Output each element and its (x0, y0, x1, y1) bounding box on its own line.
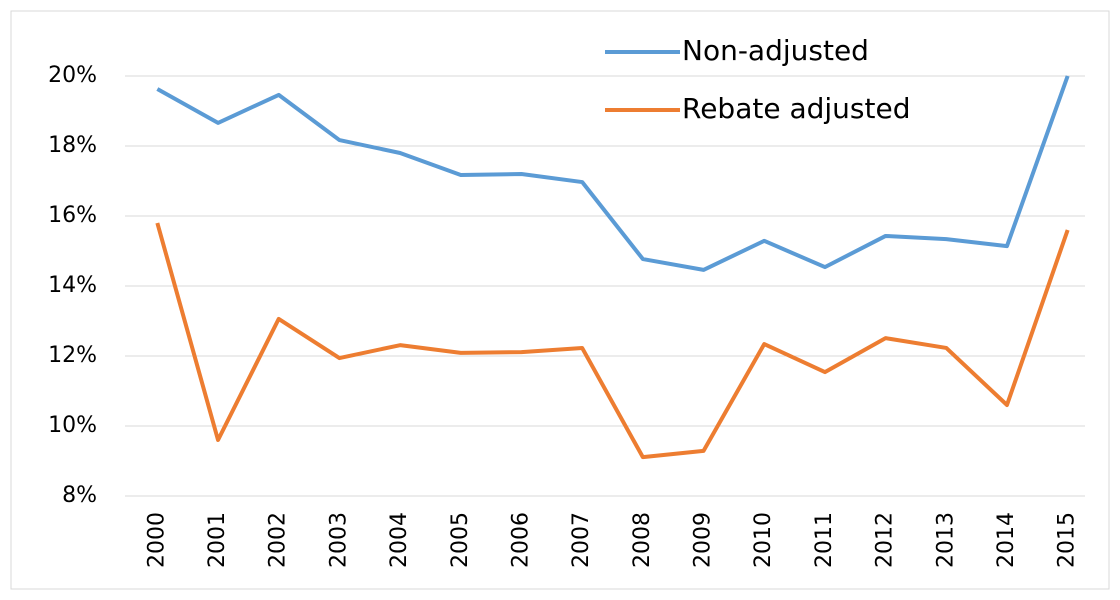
y-tick-label: 14% (48, 273, 97, 298)
x-tick-label: 2007 (569, 512, 594, 568)
y-tick-label: 20% (48, 63, 97, 88)
x-tick-label: 2005 (448, 512, 473, 568)
x-tick-label: 2003 (326, 512, 351, 568)
legend: Non-adjusted Rebate adjusted (605, 34, 910, 125)
y-tick-label: 12% (48, 343, 97, 368)
x-tick-label: 2009 (691, 512, 716, 568)
x-tick-label: 2008 (630, 512, 655, 568)
series-line (155, 222, 1070, 460)
x-tick-label: 2010 (751, 512, 776, 568)
x-tick-label: 2000 (144, 512, 169, 568)
y-tick-label: 10% (48, 413, 97, 438)
x-tick-label: 2004 (387, 512, 412, 568)
x-tick-label: 2001 (205, 512, 230, 568)
x-tick-label: 2012 (873, 512, 898, 568)
x-tick-label: 2011 (812, 512, 837, 568)
series-line (156, 75, 1070, 272)
x-tick-label: 2015 (1055, 512, 1080, 568)
y-tick-label: 8% (62, 483, 97, 508)
x-tick-label: 2006 (508, 512, 533, 568)
x-tick-label: 2002 (266, 512, 291, 568)
legend-label: Non-adjusted (682, 34, 869, 67)
x-tick-label: 2013 (933, 512, 958, 568)
y-tick-label: 18% (48, 133, 97, 158)
y-tick-label: 16% (48, 203, 97, 228)
x-tick-label: 2014 (994, 512, 1019, 568)
legend-label: Rebate adjusted (682, 92, 910, 125)
